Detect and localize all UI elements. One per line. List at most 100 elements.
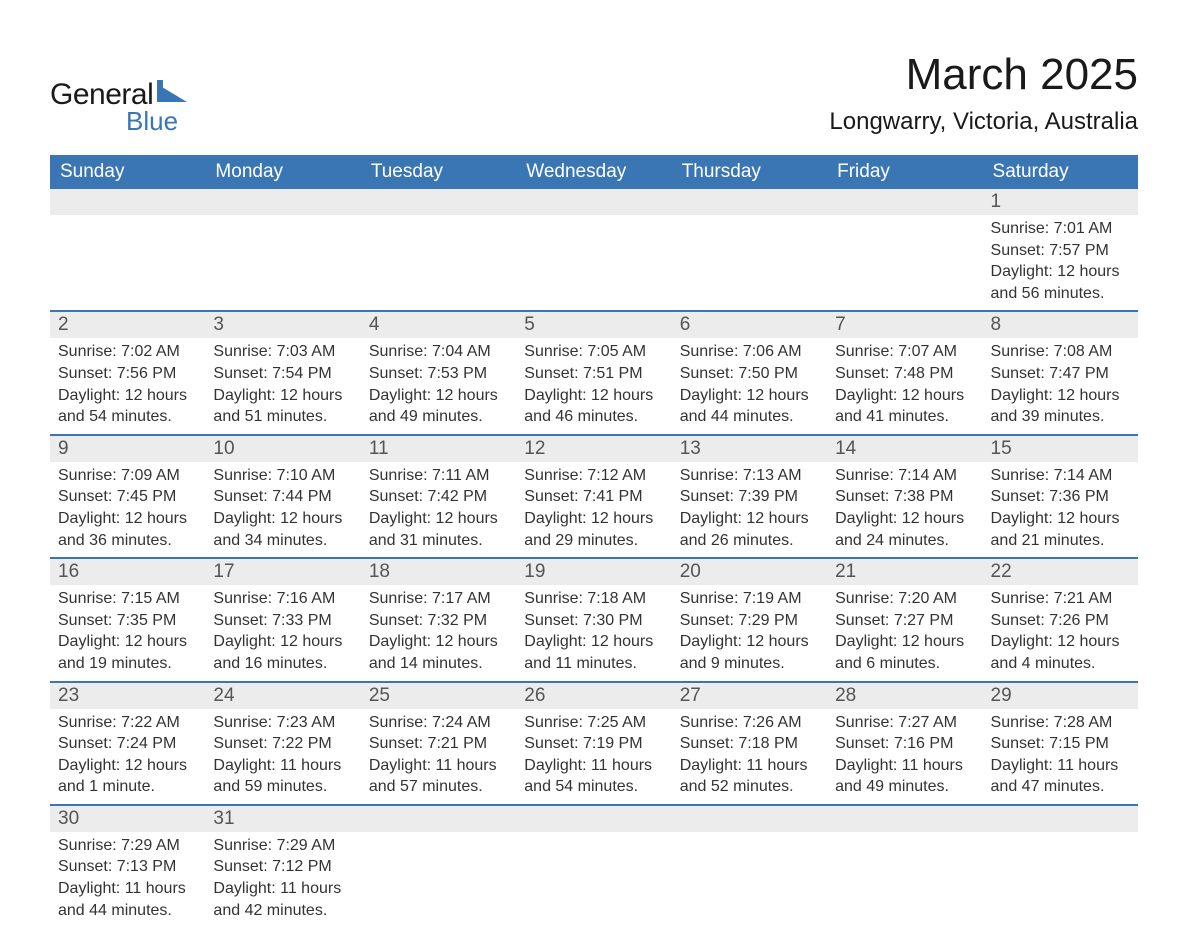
day-detail-cell: Sunrise: 7:12 AMSunset: 7:41 PMDaylight:… — [516, 462, 671, 558]
daylight-line: Daylight: 11 hours and 44 minutes. — [58, 878, 197, 921]
daylight-line: Daylight: 12 hours and 29 minutes. — [524, 508, 663, 551]
daylight-line: Daylight: 12 hours and 19 minutes. — [58, 631, 197, 674]
daylight-line: Daylight: 12 hours and 1 minute. — [58, 755, 197, 798]
weekday-header: Monday — [205, 155, 360, 189]
day-number-cell: 30 — [50, 805, 205, 832]
day-detail-cell: Sunrise: 7:11 AMSunset: 7:42 PMDaylight:… — [361, 462, 516, 558]
sunrise-line: Sunrise: 7:08 AM — [991, 341, 1130, 363]
day-number-cell — [827, 805, 982, 832]
calendar-week-details: Sunrise: 7:22 AMSunset: 7:24 PMDaylight:… — [50, 709, 1138, 805]
day-detail-cell: Sunrise: 7:06 AMSunset: 7:50 PMDaylight:… — [672, 338, 827, 434]
day-number-cell: 3 — [205, 311, 360, 338]
daylight-line: Daylight: 12 hours and 34 minutes. — [213, 508, 352, 551]
sunset-line: Sunset: 7:50 PM — [680, 363, 819, 385]
daylight-line: Daylight: 12 hours and 24 minutes. — [835, 508, 974, 551]
day-number-cell: 15 — [983, 435, 1138, 462]
calendar-week-numbers: 23242526272829 — [50, 682, 1138, 709]
sunset-line: Sunset: 7:29 PM — [680, 610, 819, 632]
sunrise-line: Sunrise: 7:09 AM — [58, 465, 197, 487]
calendar-week-numbers: 3031 — [50, 805, 1138, 832]
sunrise-line: Sunrise: 7:29 AM — [213, 835, 352, 857]
sunrise-line: Sunrise: 7:05 AM — [524, 341, 663, 363]
day-number-cell: 20 — [672, 558, 827, 585]
day-number-cell: 29 — [983, 682, 1138, 709]
day-detail-cell: Sunrise: 7:13 AMSunset: 7:39 PMDaylight:… — [672, 462, 827, 558]
sunrise-line: Sunrise: 7:26 AM — [680, 712, 819, 734]
day-detail-cell: Sunrise: 7:27 AMSunset: 7:16 PMDaylight:… — [827, 709, 982, 805]
weekday-header-row: SundayMondayTuesdayWednesdayThursdayFrid… — [50, 155, 1138, 189]
day-number-cell: 19 — [516, 558, 671, 585]
day-number-cell: 1 — [983, 189, 1138, 215]
daylight-line: Daylight: 12 hours and 51 minutes. — [213, 385, 352, 428]
day-detail-cell: Sunrise: 7:22 AMSunset: 7:24 PMDaylight:… — [50, 709, 205, 805]
daylight-line: Daylight: 12 hours and 46 minutes. — [524, 385, 663, 428]
daylight-line: Daylight: 12 hours and 14 minutes. — [369, 631, 508, 674]
sunset-line: Sunset: 7:33 PM — [213, 610, 352, 632]
day-detail-cell: Sunrise: 7:24 AMSunset: 7:21 PMDaylight:… — [361, 709, 516, 805]
day-detail-cell: Sunrise: 7:08 AMSunset: 7:47 PMDaylight:… — [983, 338, 1138, 434]
sunset-line: Sunset: 7:27 PM — [835, 610, 974, 632]
day-number-cell: 9 — [50, 435, 205, 462]
sunrise-line: Sunrise: 7:14 AM — [991, 465, 1130, 487]
day-detail-cell: Sunrise: 7:21 AMSunset: 7:26 PMDaylight:… — [983, 585, 1138, 681]
day-number-cell — [516, 189, 671, 215]
day-detail-cell: Sunrise: 7:20 AMSunset: 7:27 PMDaylight:… — [827, 585, 982, 681]
calendar-table: SundayMondayTuesdayWednesdayThursdayFrid… — [50, 155, 1138, 927]
sunrise-line: Sunrise: 7:06 AM — [680, 341, 819, 363]
sunrise-line: Sunrise: 7:28 AM — [991, 712, 1130, 734]
day-detail-cell — [205, 215, 360, 311]
day-number-cell: 8 — [983, 311, 1138, 338]
day-detail-cell — [516, 832, 671, 927]
day-detail-cell — [672, 215, 827, 311]
day-detail-cell — [50, 215, 205, 311]
day-detail-cell: Sunrise: 7:04 AMSunset: 7:53 PMDaylight:… — [361, 338, 516, 434]
calendar-week-details: Sunrise: 7:01 AMSunset: 7:57 PMDaylight:… — [50, 215, 1138, 311]
day-detail-cell: Sunrise: 7:01 AMSunset: 7:57 PMDaylight:… — [983, 215, 1138, 311]
day-detail-cell: Sunrise: 7:25 AMSunset: 7:19 PMDaylight:… — [516, 709, 671, 805]
location-subtitle: Longwarry, Victoria, Australia — [829, 108, 1138, 136]
day-detail-cell: Sunrise: 7:07 AMSunset: 7:48 PMDaylight:… — [827, 338, 982, 434]
sunrise-line: Sunrise: 7:17 AM — [369, 588, 508, 610]
daylight-line: Daylight: 12 hours and 11 minutes. — [524, 631, 663, 674]
day-number-cell — [827, 189, 982, 215]
sunset-line: Sunset: 7:22 PM — [213, 733, 352, 755]
day-number-cell: 12 — [516, 435, 671, 462]
day-number-cell: 24 — [205, 682, 360, 709]
daylight-line: Daylight: 12 hours and 54 minutes. — [58, 385, 197, 428]
daylight-line: Daylight: 12 hours and 16 minutes. — [213, 631, 352, 674]
day-detail-cell — [361, 215, 516, 311]
day-detail-cell: Sunrise: 7:28 AMSunset: 7:15 PMDaylight:… — [983, 709, 1138, 805]
sunset-line: Sunset: 7:44 PM — [213, 486, 352, 508]
sunrise-line: Sunrise: 7:25 AM — [524, 712, 663, 734]
day-number-cell: 7 — [827, 311, 982, 338]
daylight-line: Daylight: 11 hours and 47 minutes. — [991, 755, 1130, 798]
day-number-cell: 25 — [361, 682, 516, 709]
day-number-cell: 4 — [361, 311, 516, 338]
sunset-line: Sunset: 7:38 PM — [835, 486, 974, 508]
daylight-line: Daylight: 11 hours and 57 minutes. — [369, 755, 508, 798]
sunset-line: Sunset: 7:21 PM — [369, 733, 508, 755]
sunset-line: Sunset: 7:32 PM — [369, 610, 508, 632]
sunrise-line: Sunrise: 7:21 AM — [991, 588, 1130, 610]
sunrise-line: Sunrise: 7:10 AM — [213, 465, 352, 487]
daylight-line: Daylight: 11 hours and 49 minutes. — [835, 755, 974, 798]
sunset-line: Sunset: 7:45 PM — [58, 486, 197, 508]
weekday-header: Saturday — [983, 155, 1138, 189]
sunset-line: Sunset: 7:39 PM — [680, 486, 819, 508]
daylight-line: Daylight: 12 hours and 49 minutes. — [369, 385, 508, 428]
day-detail-cell: Sunrise: 7:05 AMSunset: 7:51 PMDaylight:… — [516, 338, 671, 434]
day-detail-cell: Sunrise: 7:19 AMSunset: 7:29 PMDaylight:… — [672, 585, 827, 681]
sunrise-line: Sunrise: 7:03 AM — [213, 341, 352, 363]
day-number-cell: 2 — [50, 311, 205, 338]
calendar-week-numbers: 9101112131415 — [50, 435, 1138, 462]
sunset-line: Sunset: 7:57 PM — [991, 240, 1130, 262]
sunset-line: Sunset: 7:47 PM — [991, 363, 1130, 385]
day-number-cell: 22 — [983, 558, 1138, 585]
sunset-line: Sunset: 7:16 PM — [835, 733, 974, 755]
day-detail-cell: Sunrise: 7:23 AMSunset: 7:22 PMDaylight:… — [205, 709, 360, 805]
day-number-cell: 18 — [361, 558, 516, 585]
sunset-line: Sunset: 7:15 PM — [991, 733, 1130, 755]
calendar-week-details: Sunrise: 7:29 AMSunset: 7:13 PMDaylight:… — [50, 832, 1138, 927]
daylight-line: Daylight: 12 hours and 56 minutes. — [991, 261, 1130, 304]
weekday-header: Sunday — [50, 155, 205, 189]
